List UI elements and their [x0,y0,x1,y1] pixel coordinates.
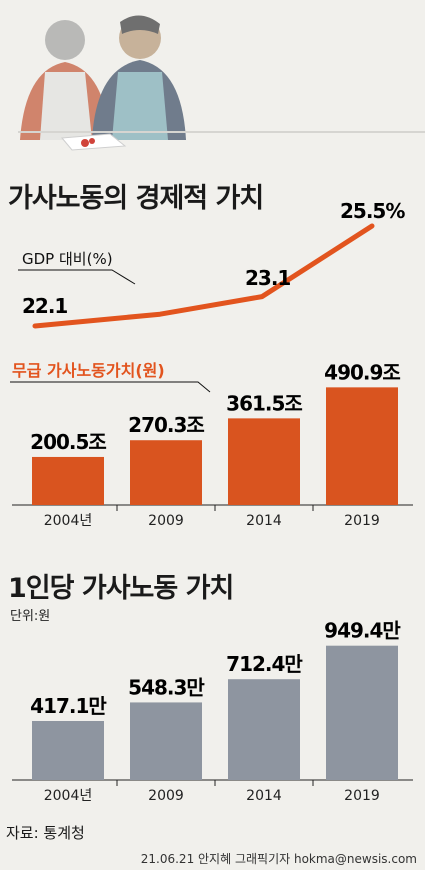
line-chart: GDP 대비(%) 22.1 23.1 25.5% [18,200,406,329]
chart-title: 1인당 가사노동 가치 [8,573,234,604]
data-label: 23.1 [245,266,290,290]
source-note: 자료: 통계청 [6,824,85,842]
tick-label: 2019 [344,788,380,804]
data-label: 270.3조 [128,413,204,437]
bar [32,720,104,780]
tick-label: 2019 [344,513,380,529]
credit-note: 21.06.21 안지혜 그래픽기자 hokma@newsis.com [140,852,417,866]
tick-label: 2014 [246,788,282,804]
bar-chart-total: 무급 가사노동가치(원) 200.5조 2004년 270.3조 2009 361.5조… [10,360,413,529]
data-label: 22.1 [22,294,67,318]
series-label-underline [18,269,136,285]
data-label: 949.4만 [324,619,401,643]
tick-label: 2004년 [44,513,93,529]
series-line [32,223,375,329]
bar [32,456,104,505]
data-label: 490.9조 [324,360,400,384]
bar [326,387,398,505]
data-label: 417.1만 [30,694,107,718]
data-label: 712.4만 [226,652,303,676]
data-label: 548.3만 [128,675,205,699]
series-label: GDP 대비(%) [22,250,113,268]
bar [130,440,202,505]
series-label-underline [10,381,211,393]
data-label: 200.5조 [30,430,106,454]
tick-label: 2014 [246,513,282,529]
bar-chart-per-capita: 417.1만 2004년 548.3만 2009 712.4만 2014 949.4만 201… [12,619,413,804]
series-label: 무급 가사노동가치(원) [12,361,165,380]
bar [326,645,398,780]
data-label: 361.5조 [226,391,302,415]
tick-label: 2009 [148,788,184,804]
cooking-people-icon [18,15,425,151]
bar [228,679,300,780]
bar [130,702,202,780]
tick-label: 2004년 [44,788,93,804]
bar [228,418,300,505]
data-label: 25.5% [340,200,405,223]
chart-subtitle: 단위:원 [10,609,51,624]
tick-label: 2009 [148,513,184,529]
chart-title: 가사노동의 경제적 가치 [8,183,264,214]
